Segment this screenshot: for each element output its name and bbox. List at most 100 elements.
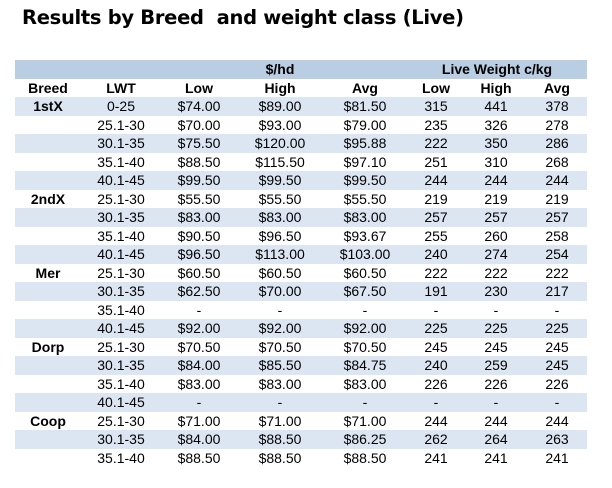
avg-weight-cell: 258 (527, 226, 588, 245)
breed-cell (15, 134, 81, 153)
high-price-cell: $88.50 (237, 430, 323, 449)
high-weight-cell: 350 (465, 134, 527, 153)
high-price-cell: $83.00 (237, 208, 323, 227)
table-row: 30.1-35 $84.00 $85.50 $84.75 240 259 245 (15, 356, 588, 375)
high-price-cell: $70.00 (237, 282, 323, 301)
low-weight-cell: 262 (407, 430, 465, 449)
high-price-cell: $93.00 (237, 115, 323, 134)
lwt-cell: 25.1-30 (81, 411, 161, 430)
low-price-cell: $83.00 (161, 208, 237, 227)
header-group-row: $/hd Live Weight c/kg (15, 60, 588, 79)
avg-weight-cell: 257 (527, 208, 588, 227)
low-price-cell: - (161, 393, 237, 412)
table-row: 40.1-45 $99.50 $99.50 $99.50 244 244 244 (15, 171, 588, 190)
low-weight-cell: 245 (407, 337, 465, 356)
table-row: 35.1-40 $88.50 $115.50 $97.10 251 310 268 (15, 152, 588, 171)
avg-price-cell: $67.50 (323, 282, 407, 301)
breed-cell (15, 393, 81, 412)
low-price-cell: $84.00 (161, 430, 237, 449)
avg-price-cell: $79.00 (323, 115, 407, 134)
low-price-cell: $55.50 (161, 189, 237, 208)
table-row: 35.1-40 $88.50 $88.50 $88.50 241 241 241 (15, 448, 588, 467)
low-price-cell: $88.50 (161, 152, 237, 171)
low-weight-cell: 241 (407, 448, 465, 467)
avg-price-cell: $99.50 (323, 171, 407, 190)
low-price-cell: $92.00 (161, 319, 237, 338)
high-price-cell: $83.00 (237, 374, 323, 393)
page-title: Results by Breed and weight class (Live) (22, 6, 464, 29)
high-weight-cell: 241 (465, 448, 527, 467)
low-weight-cell: 191 (407, 282, 465, 301)
high-weight-cell: 274 (465, 245, 527, 264)
table-row: 35.1-40 $83.00 $83.00 $83.00 226 226 226 (15, 374, 588, 393)
breed-cell: 1stX (15, 97, 81, 116)
high-weight-cell: 260 (465, 226, 527, 245)
high-weight-cell: 441 (465, 97, 527, 116)
avg-price-cell: $71.00 (323, 411, 407, 430)
high-price-cell: $71.00 (237, 411, 323, 430)
column-header-lw-high: High (465, 78, 527, 97)
high-price-cell: $60.50 (237, 263, 323, 282)
results-body: 1stX 0-25 $74.00 $89.00 $81.50 315 441 378 25.1-… (15, 97, 588, 467)
lwt-cell: 40.1-45 (81, 319, 161, 338)
high-price-cell: $96.50 (237, 226, 323, 245)
high-price-cell: $70.50 (237, 337, 323, 356)
avg-price-cell: $83.00 (323, 208, 407, 227)
high-price-cell: $88.50 (237, 448, 323, 467)
low-weight-cell: 251 (407, 152, 465, 171)
high-price-cell: - (237, 300, 323, 319)
breed-cell (15, 208, 81, 227)
lwt-cell: 40.1-45 (81, 171, 161, 190)
avg-weight-cell: 263 (527, 430, 588, 449)
lwt-cell: 40.1-45 (81, 245, 161, 264)
breed-cell (15, 115, 81, 134)
high-weight-cell: 326 (465, 115, 527, 134)
high-price-cell: $99.50 (237, 171, 323, 190)
low-price-cell: $84.00 (161, 356, 237, 375)
avg-weight-cell: 286 (527, 134, 588, 153)
column-header-lwt: LWT (81, 78, 161, 97)
lwt-cell: 35.1-40 (81, 226, 161, 245)
low-weight-cell: 225 (407, 319, 465, 338)
high-weight-cell: 310 (465, 152, 527, 171)
high-weight-cell: 222 (465, 263, 527, 282)
live-weight-header: Live Weight c/kg (407, 60, 588, 79)
table-row: 25.1-30 $70.00 $93.00 $79.00 235 326 278 (15, 115, 588, 134)
table-row: 1stX 0-25 $74.00 $89.00 $81.50 315 441 378 (15, 97, 588, 116)
high-price-cell: $85.50 (237, 356, 323, 375)
lwt-cell: 25.1-30 (81, 115, 161, 134)
high-price-cell: $115.50 (237, 152, 323, 171)
avg-price-cell: - (323, 393, 407, 412)
lwt-cell: 35.1-40 (81, 152, 161, 171)
table-row: 35.1-40- - - - - - (15, 300, 588, 319)
avg-price-cell: $70.50 (323, 337, 407, 356)
column-header-low: Low (161, 78, 237, 97)
lwt-cell: 25.1-30 (81, 337, 161, 356)
avg-price-cell: $88.50 (323, 448, 407, 467)
high-price-cell: $113.00 (237, 245, 323, 264)
dollar-per-head-header: $/hd (237, 60, 323, 79)
low-weight-cell: 235 (407, 115, 465, 134)
low-weight-cell: 244 (407, 171, 465, 190)
low-weight-cell: 257 (407, 208, 465, 227)
low-price-cell: $75.50 (161, 134, 237, 153)
column-header-lw-avg: Avg (527, 78, 588, 97)
avg-price-cell: $97.10 (323, 152, 407, 171)
high-weight-cell: - (465, 393, 527, 412)
high-price-cell: - (237, 393, 323, 412)
low-price-cell: $74.00 (161, 97, 237, 116)
breed-cell: Mer (15, 263, 81, 282)
avg-weight-cell: 245 (527, 337, 588, 356)
low-weight-cell: - (407, 393, 465, 412)
avg-price-cell: $84.75 (323, 356, 407, 375)
breed-cell (15, 374, 81, 393)
avg-weight-cell: 268 (527, 152, 588, 171)
low-price-cell: $96.50 (161, 245, 237, 264)
breed-cell (15, 448, 81, 467)
breed-cell (15, 300, 81, 319)
low-weight-cell: 315 (407, 97, 465, 116)
high-weight-cell: 264 (465, 430, 527, 449)
column-header-lw-low: Low (407, 78, 465, 97)
high-weight-cell: 225 (465, 319, 527, 338)
avg-price-cell: $103.00 (323, 245, 407, 264)
